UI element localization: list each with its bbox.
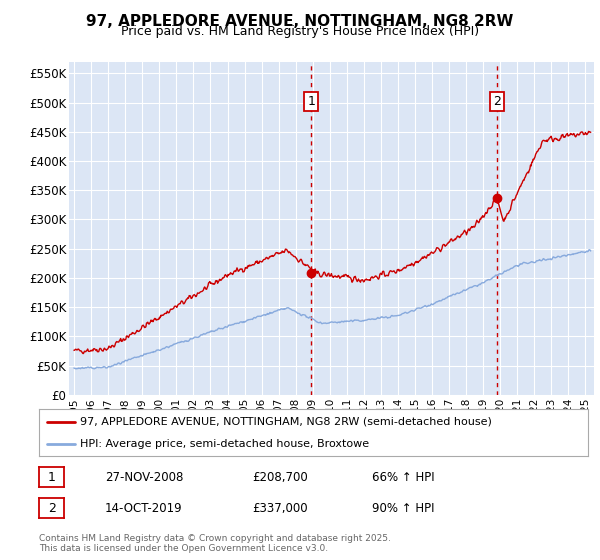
Text: £337,000: £337,000 — [252, 502, 308, 515]
Text: Contains HM Land Registry data © Crown copyright and database right 2025.
This d: Contains HM Land Registry data © Crown c… — [39, 534, 391, 553]
Text: 1: 1 — [307, 95, 316, 108]
Text: 1: 1 — [47, 471, 56, 484]
Text: 2: 2 — [47, 502, 56, 515]
Text: £208,700: £208,700 — [252, 471, 308, 484]
Text: Price paid vs. HM Land Registry's House Price Index (HPI): Price paid vs. HM Land Registry's House … — [121, 25, 479, 38]
Text: 14-OCT-2019: 14-OCT-2019 — [105, 502, 182, 515]
Text: 27-NOV-2008: 27-NOV-2008 — [105, 471, 184, 484]
Text: 97, APPLEDORE AVENUE, NOTTINGHAM, NG8 2RW (semi-detached house): 97, APPLEDORE AVENUE, NOTTINGHAM, NG8 2R… — [80, 417, 492, 427]
Text: 90% ↑ HPI: 90% ↑ HPI — [372, 502, 434, 515]
Text: HPI: Average price, semi-detached house, Broxtowe: HPI: Average price, semi-detached house,… — [80, 438, 370, 449]
Text: 66% ↑ HPI: 66% ↑ HPI — [372, 471, 434, 484]
Text: 2: 2 — [493, 95, 500, 108]
Text: 97, APPLEDORE AVENUE, NOTTINGHAM, NG8 2RW: 97, APPLEDORE AVENUE, NOTTINGHAM, NG8 2R… — [86, 14, 514, 29]
